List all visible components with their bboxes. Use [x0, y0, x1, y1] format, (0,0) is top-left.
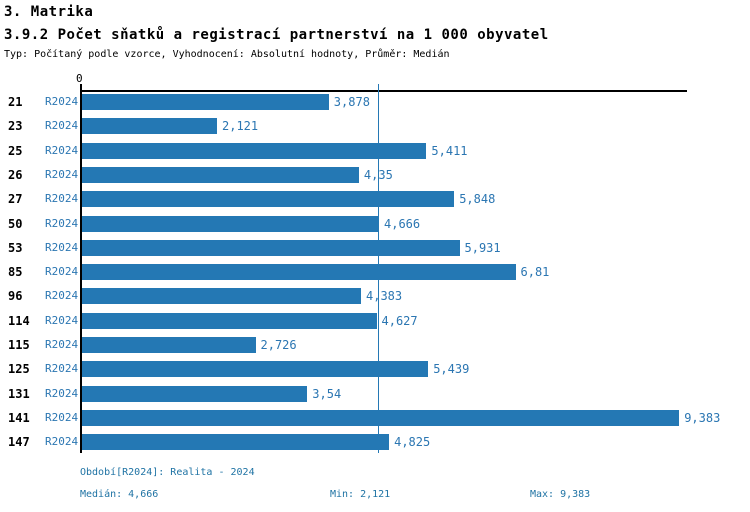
series-label: R2024	[45, 240, 79, 254]
chart-row: 27 R2024 5,848	[0, 190, 750, 214]
series-label: R2024	[45, 143, 79, 157]
chart-row: 147 R2024 4,825	[0, 433, 750, 457]
category-label: 85	[8, 265, 23, 280]
chart-title: 3.9.2 Počet sňatků a registrací partners…	[4, 27, 549, 43]
bar	[82, 94, 329, 110]
footer-period: Období[R2024]: Realita - 2024	[80, 467, 255, 478]
series-label: R2024	[45, 313, 79, 327]
bar	[82, 142, 427, 159]
series-label: R2024	[45, 338, 79, 351]
bar	[82, 288, 361, 305]
bar-value-label: 4,825	[394, 435, 431, 450]
y-axis-line	[80, 84, 82, 453]
bar-value-label: 3,54	[312, 386, 342, 401]
bar	[82, 312, 377, 329]
bar-value-label: 4,666	[384, 216, 421, 231]
bar	[82, 409, 680, 426]
series-label: R2024	[45, 386, 79, 400]
category-label: 53	[8, 240, 23, 255]
bar	[82, 361, 429, 378]
footer-median: Medián: 4,666	[80, 489, 159, 500]
chart-row: 85 R2024 6,81	[0, 263, 750, 287]
category-label: 26	[8, 167, 23, 182]
bar-value-label: 5,848	[459, 192, 496, 207]
chart-row: 23 R2024 2,121	[0, 117, 750, 141]
footer-max: Max: 9,383	[530, 489, 591, 500]
category-label: 114	[8, 313, 30, 328]
category-label: 96	[8, 289, 23, 304]
bar-value-label: 2,121	[222, 119, 259, 134]
bar	[82, 385, 308, 402]
series-label: R2024	[45, 362, 79, 376]
bar-value-label: 3,878	[333, 95, 370, 109]
series-label: R2024	[45, 216, 79, 230]
category-label: 131	[8, 386, 30, 401]
bar-value-label: 2,726	[260, 338, 297, 352]
bar	[82, 264, 516, 281]
series-label: R2024	[45, 265, 79, 279]
bar-value-label: 5,439	[433, 362, 470, 377]
category-label: 27	[8, 192, 23, 207]
category-label: 141	[8, 410, 30, 425]
series-label: R2024	[45, 435, 79, 449]
category-label: 50	[8, 216, 23, 231]
chart-row: 21 R2024 3,878	[0, 93, 750, 117]
bar-value-label: 5,411	[431, 143, 468, 158]
bar-value-label: 4,627	[381, 313, 418, 328]
x-axis-zero-label: 0	[76, 72, 83, 85]
series-label: R2024	[45, 95, 79, 108]
chart-row: 96 R2024 4,383	[0, 287, 750, 311]
category-label: 21	[8, 95, 23, 109]
chart-rows: 21 R2024 3,878 23 R2024 2,121 25 R2024 5,411 26 R2…	[0, 93, 750, 458]
bar	[82, 191, 455, 208]
bar	[82, 118, 217, 135]
chart-row: 115 R2024 2,726	[0, 336, 750, 360]
series-label: R2024	[45, 289, 79, 303]
bar	[82, 166, 359, 183]
category-label: 125	[8, 362, 30, 377]
bar	[82, 239, 460, 256]
series-label: R2024	[45, 167, 79, 181]
chart-meta: Typ: Počítaný podle vzorce, Vyhodnocení:…	[4, 49, 450, 60]
chart-row: 131 R2024 3,54	[0, 385, 750, 409]
footer-min: Min: 2,121	[330, 489, 391, 500]
category-label: 23	[8, 119, 23, 134]
bar	[82, 434, 390, 451]
chart-row: 125 R2024 5,439	[0, 360, 750, 384]
chart-row: 53 R2024 5,931	[0, 239, 750, 263]
chart-row: 114 R2024 4,627	[0, 312, 750, 336]
series-label: R2024	[45, 410, 79, 424]
bar-value-label: 4,383	[366, 289, 403, 304]
series-label: R2024	[45, 192, 79, 206]
chart-row: 26 R2024 4,35	[0, 166, 750, 190]
bar-value-label: 6,81	[520, 265, 550, 280]
chart-row: 25 R2024 5,411	[0, 142, 750, 166]
bar-value-label: 5,931	[464, 240, 501, 255]
x-axis-line	[81, 90, 687, 92]
category-label: 147	[8, 435, 30, 450]
bar	[82, 337, 256, 353]
category-label: 25	[8, 143, 23, 158]
category-label: 115	[8, 338, 30, 352]
bar-value-label: 4,35	[363, 167, 393, 182]
report-title: 3. Matrika	[4, 4, 94, 20]
bar	[82, 215, 379, 232]
chart-row: 141 R2024 9,383	[0, 409, 750, 433]
series-label: R2024	[45, 119, 79, 133]
chart-row: 50 R2024 4,666	[0, 215, 750, 239]
bar-value-label: 9,383	[684, 410, 721, 425]
